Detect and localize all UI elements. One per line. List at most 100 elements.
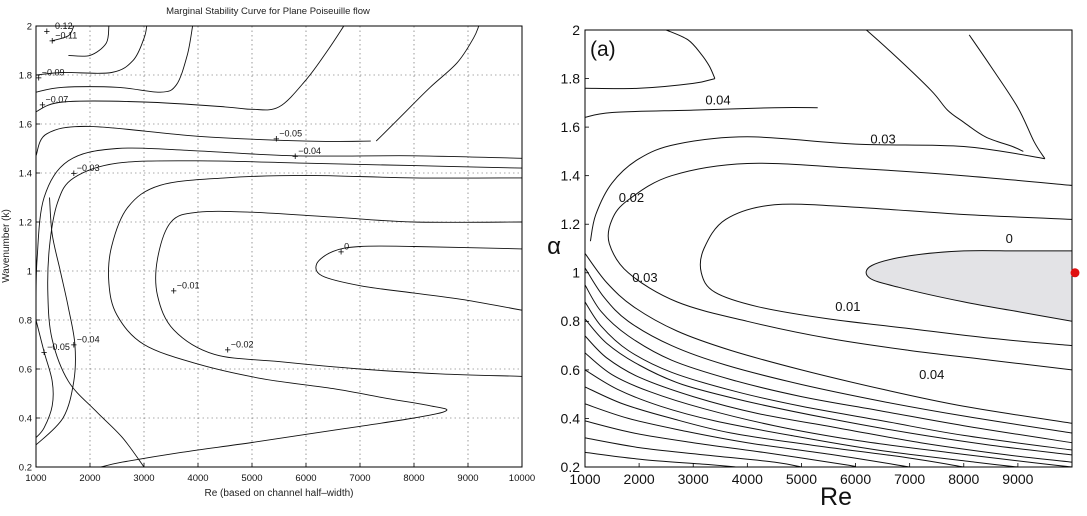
contour-label: 0.04: [705, 93, 730, 108]
contour-label: −0.03: [77, 163, 100, 173]
contour-label: 0: [1006, 231, 1013, 246]
contour-label: −0.05: [279, 129, 302, 139]
contour-line: [585, 107, 818, 118]
highlight-point: [1070, 268, 1080, 278]
contour-label: −0.01: [177, 281, 200, 291]
y-tick-label: 0.2: [19, 462, 32, 473]
x-tick-label: 3000: [133, 473, 154, 484]
left-chart-panel: Marginal Stability Curve for Plane Poise…: [0, 0, 540, 516]
contour-line: [589, 136, 1045, 242]
contour-line: [47, 160, 522, 467]
contour-line: [36, 26, 148, 76]
contour-line: [375, 26, 480, 142]
contour-label: −0.09: [42, 67, 65, 77]
contour-line: [36, 125, 371, 157]
contour-label-marker: +: [41, 347, 47, 359]
contour-label-marker: +: [35, 72, 41, 84]
contour-line: [100, 174, 522, 467]
x-tick-label: 6000: [840, 471, 871, 487]
contour-label: 0.02: [619, 190, 644, 205]
contour-label: −0.12: [50, 21, 73, 31]
contour-label-marker: +: [71, 168, 77, 180]
contour-line: [866, 30, 1024, 152]
y-axis-label: Wavenumber (k): [1, 209, 12, 283]
contour-label-marker: +: [273, 134, 279, 146]
x-tick-label: 1000: [569, 471, 600, 487]
contour-label: 0.01: [835, 299, 860, 314]
contour-line: [865, 250, 1072, 322]
contour-line: [36, 26, 345, 113]
y-tick-label: 0.2: [561, 459, 581, 475]
contour-label: −0.07: [45, 94, 68, 104]
x-tick-label: 1000: [25, 473, 46, 484]
unstable-region: [866, 250, 1072, 322]
panel-label: (a): [590, 38, 616, 61]
contour-line: [68, 26, 110, 57]
left-contour-chart: Marginal Stability Curve for Plane Poise…: [1, 6, 535, 499]
contour-label: 0: [344, 241, 349, 251]
x-tick-label: 2000: [79, 473, 100, 484]
y-tick-label: 0.6: [561, 362, 581, 378]
plot-frame: [35, 25, 523, 468]
contour-line: [699, 203, 1072, 347]
y-tick-label: 0.4: [19, 413, 32, 424]
y-tick-label: 2: [27, 21, 32, 32]
x-tick-label: 7000: [349, 473, 370, 484]
contour-label-marker: +: [292, 151, 298, 163]
x-tick-label: 5000: [786, 471, 817, 487]
y-tick-label: 0.8: [19, 315, 32, 326]
contour-line: [968, 34, 1046, 159]
y-tick-label: 2: [572, 22, 580, 38]
x-axis-label: Re: [820, 483, 852, 511]
contour-label: −0.04: [298, 146, 321, 156]
contour-line: [585, 369, 1018, 467]
contour-label-marker: +: [338, 246, 344, 258]
y-tick-label: 0.6: [19, 364, 32, 375]
x-tick-label: 4000: [187, 473, 208, 484]
contour-line: [315, 245, 522, 311]
contour-label: −0.04: [77, 335, 100, 345]
contour-label: 0.03: [870, 132, 895, 147]
y-tick-label: 1.8: [19, 70, 32, 81]
x-tick-label: 8000: [403, 473, 424, 484]
plot-frame: [584, 29, 1073, 468]
contour-label-marker: +: [224, 344, 230, 356]
contour-line: [585, 420, 856, 467]
y-tick-label: 1.4: [561, 168, 581, 184]
contour-line: [36, 147, 522, 308]
right-chart-panel: 1000 2000 3000 4000 5000 6000 7000 8000 9000 0.2 0…: [540, 0, 1087, 516]
y-tick-label: 1.6: [19, 119, 32, 130]
contour-line: [36, 319, 54, 438]
x-tick-label: 9000: [1002, 471, 1033, 487]
contour-label: −0.02: [231, 339, 254, 349]
y-tick-label: 0.4: [561, 410, 581, 426]
y-tick-label: 1.2: [19, 217, 32, 228]
y-tick-label: 1: [27, 266, 32, 277]
contour-line: [607, 162, 1072, 371]
contour-line: [155, 210, 522, 377]
contour-line: [585, 437, 802, 467]
y-tick-label: 0.8: [561, 313, 581, 329]
contour-line: [36, 197, 76, 446]
x-tick-label: 8000: [948, 471, 979, 487]
contour-label: −0.11: [55, 31, 77, 41]
contour-line: [665, 30, 716, 79]
x-tick-label: 7000: [894, 471, 925, 487]
y-tick-label: 1.8: [561, 70, 581, 86]
chart-title: Marginal Stability Curve for Plane Poise…: [166, 6, 370, 17]
contour-line: [585, 352, 1072, 467]
y-tick-label: 1: [572, 265, 580, 281]
y-axis-label: α: [547, 233, 561, 260]
x-tick-label: 3000: [678, 471, 709, 487]
contour-line: [585, 253, 1072, 424]
contour-label: 0.03: [632, 270, 657, 285]
y-tick-label: 1.2: [561, 216, 581, 232]
x-tick-label: 9000: [457, 473, 478, 484]
contour-line: [585, 335, 1072, 463]
contour-line: [585, 78, 716, 90]
y-tick-label: 1.4: [19, 168, 32, 179]
x-tick-label: 10000: [509, 473, 535, 484]
contour-line: [585, 451, 737, 467]
contour-line: [585, 267, 1072, 434]
contour-line: [585, 403, 910, 467]
